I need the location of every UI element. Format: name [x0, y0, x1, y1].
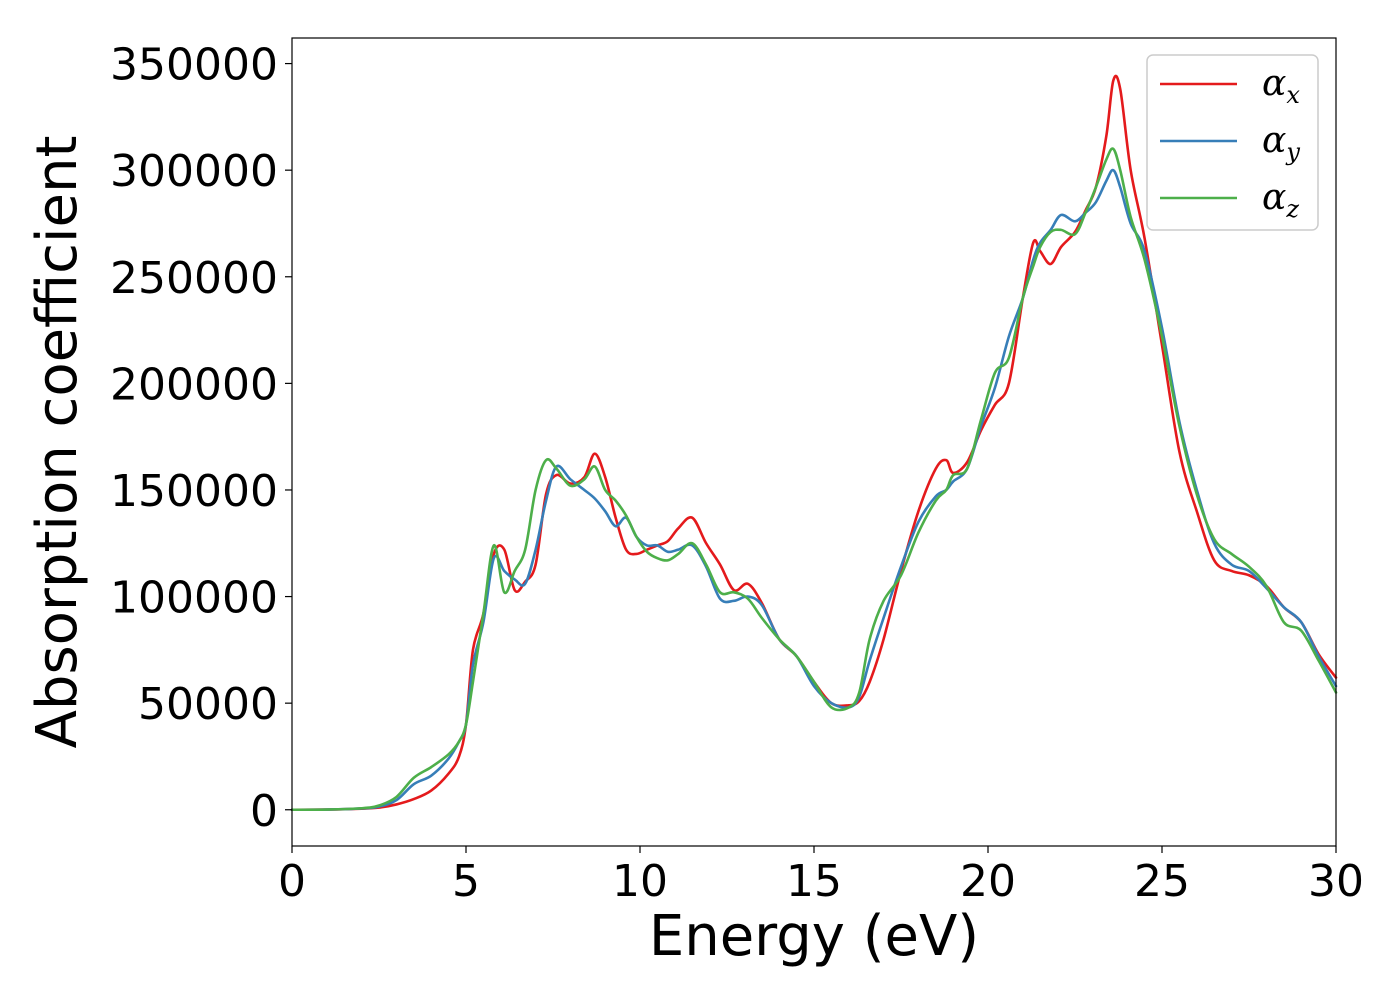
- legend-entries: αx αy αz: [1160, 63, 1300, 223]
- x-tick-label: 0: [278, 856, 306, 907]
- legend-label-z: αz: [1262, 177, 1299, 223]
- y-tick-label: 0: [250, 786, 278, 837]
- y-tick-label: 150000: [110, 466, 278, 517]
- y-tick-label: 100000: [110, 573, 278, 624]
- series-line-y: [290, 168, 1338, 812]
- y-tick-label: 200000: [110, 359, 278, 410]
- series-line-z: [290, 147, 1338, 812]
- legend-box: [1146, 54, 1319, 231]
- x-axis: 0 5 10 15 20 25 30: [278, 846, 1364, 907]
- x-tick-label: 5: [452, 856, 480, 907]
- legend: αx αy αz: [1146, 54, 1319, 231]
- legend-label-x: αx: [1262, 63, 1300, 109]
- y-tick-label: 250000: [110, 253, 278, 304]
- y-tick-label: 350000: [110, 40, 278, 91]
- y-axis-title: Absorption coefficient: [25, 136, 90, 749]
- x-tick-label: 10: [612, 856, 668, 907]
- y-axis: 0 50000 100000 150000 200000 250000 300000 3500…: [110, 40, 292, 837]
- legend-label-y: αy: [1262, 120, 1300, 166]
- x-tick-label: 15: [786, 856, 842, 907]
- x-tick-label: 25: [1134, 856, 1190, 907]
- x-tick-label: 20: [960, 856, 1016, 907]
- y-tick-label: 50000: [138, 679, 278, 730]
- x-axis-title: Energy (eV): [649, 904, 979, 969]
- series-layer: [290, 74, 1338, 812]
- x-tick-label: 30: [1308, 856, 1364, 907]
- y-tick-label: 300000: [110, 146, 278, 197]
